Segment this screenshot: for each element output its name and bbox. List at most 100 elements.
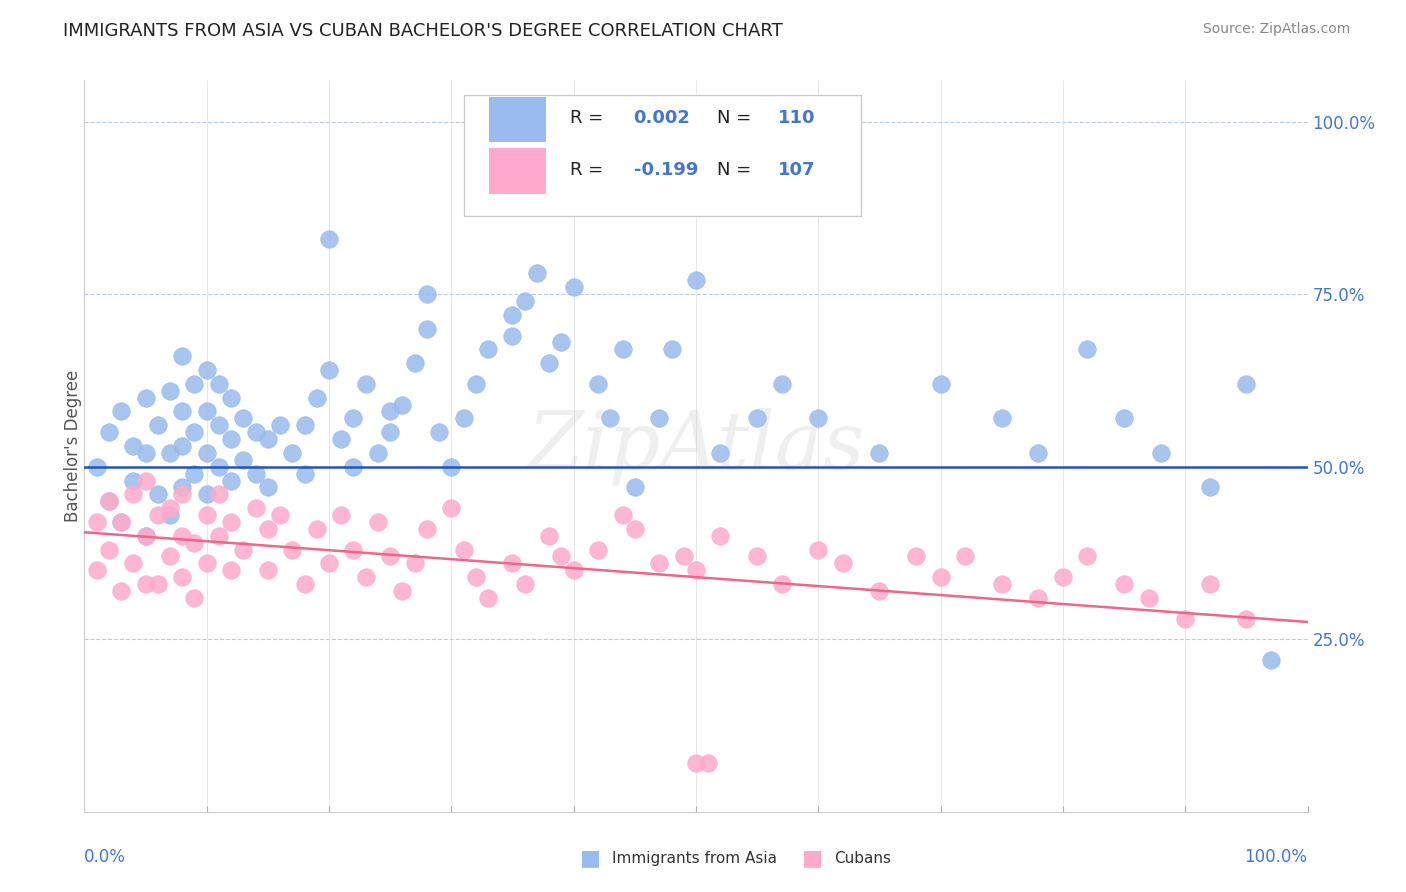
Point bbox=[586, 376, 609, 391]
Point bbox=[183, 535, 205, 549]
Point bbox=[1114, 577, 1136, 591]
Point bbox=[685, 273, 707, 287]
Point bbox=[86, 515, 108, 529]
Point bbox=[172, 439, 194, 453]
Point bbox=[281, 542, 304, 557]
Point bbox=[245, 501, 267, 516]
Point bbox=[172, 480, 194, 494]
Point bbox=[929, 376, 952, 391]
FancyBboxPatch shape bbox=[464, 95, 860, 216]
Point bbox=[135, 391, 157, 405]
Point bbox=[354, 376, 377, 391]
Point bbox=[318, 363, 340, 377]
Point bbox=[195, 487, 218, 501]
Point bbox=[183, 376, 205, 391]
Point bbox=[380, 549, 402, 564]
Point bbox=[269, 418, 291, 433]
Point bbox=[1137, 591, 1160, 605]
Point bbox=[453, 542, 475, 557]
Point bbox=[661, 343, 683, 357]
Point bbox=[294, 418, 316, 433]
Point bbox=[709, 446, 731, 460]
Point bbox=[232, 411, 254, 425]
Point bbox=[404, 356, 426, 370]
Point bbox=[391, 583, 413, 598]
Point bbox=[183, 425, 205, 440]
Point bbox=[330, 432, 353, 446]
Point bbox=[648, 557, 671, 571]
Point bbox=[257, 522, 280, 536]
Point bbox=[342, 542, 364, 557]
Text: 0.0%: 0.0% bbox=[84, 848, 127, 866]
Point bbox=[135, 529, 157, 543]
Point bbox=[208, 487, 231, 501]
Point bbox=[110, 515, 132, 529]
FancyBboxPatch shape bbox=[489, 97, 546, 143]
Point bbox=[110, 404, 132, 418]
Point bbox=[135, 577, 157, 591]
Point bbox=[905, 549, 928, 564]
Text: R =: R = bbox=[569, 161, 609, 179]
Point bbox=[697, 756, 720, 771]
Text: IMMIGRANTS FROM ASIA VS CUBAN BACHELOR'S DEGREE CORRELATION CHART: IMMIGRANTS FROM ASIA VS CUBAN BACHELOR'S… bbox=[63, 22, 783, 40]
Point bbox=[1114, 411, 1136, 425]
Point bbox=[513, 577, 536, 591]
Point bbox=[869, 583, 891, 598]
Point bbox=[807, 411, 830, 425]
Point bbox=[464, 570, 486, 584]
Text: Cubans: Cubans bbox=[834, 851, 891, 865]
Point bbox=[1028, 446, 1050, 460]
Point bbox=[219, 563, 242, 577]
Point bbox=[624, 480, 647, 494]
Point bbox=[1198, 577, 1220, 591]
Point bbox=[208, 529, 231, 543]
Point bbox=[550, 549, 572, 564]
Point bbox=[135, 529, 157, 543]
Point bbox=[464, 376, 486, 391]
Point bbox=[770, 577, 793, 591]
Point bbox=[232, 452, 254, 467]
Text: N =: N = bbox=[717, 109, 756, 127]
Point bbox=[380, 425, 402, 440]
Point bbox=[991, 577, 1014, 591]
Point bbox=[477, 343, 499, 357]
Point bbox=[624, 522, 647, 536]
Point bbox=[159, 508, 181, 522]
Point bbox=[172, 570, 194, 584]
Text: ■: ■ bbox=[581, 848, 600, 868]
Text: 110: 110 bbox=[778, 109, 815, 127]
Point bbox=[97, 494, 120, 508]
Point bbox=[562, 563, 585, 577]
Point bbox=[195, 404, 218, 418]
Point bbox=[97, 425, 120, 440]
Point bbox=[648, 411, 671, 425]
Point bbox=[550, 335, 572, 350]
Point bbox=[342, 411, 364, 425]
Point bbox=[330, 508, 353, 522]
Point bbox=[1028, 591, 1050, 605]
Point bbox=[1198, 480, 1220, 494]
Point bbox=[1236, 376, 1258, 391]
Point bbox=[1076, 343, 1098, 357]
Point bbox=[146, 487, 169, 501]
Point bbox=[953, 549, 976, 564]
Point bbox=[110, 583, 132, 598]
Point bbox=[219, 474, 242, 488]
Point bbox=[159, 501, 181, 516]
Point bbox=[281, 446, 304, 460]
Point bbox=[219, 391, 242, 405]
Point bbox=[146, 577, 169, 591]
Point bbox=[159, 446, 181, 460]
Point bbox=[159, 549, 181, 564]
Text: ■: ■ bbox=[803, 848, 823, 868]
Point bbox=[440, 459, 463, 474]
Point bbox=[146, 508, 169, 522]
Point bbox=[146, 418, 169, 433]
Point bbox=[305, 522, 328, 536]
Point bbox=[172, 404, 194, 418]
Point bbox=[257, 480, 280, 494]
Point bbox=[404, 557, 426, 571]
Text: -0.199: -0.199 bbox=[634, 161, 697, 179]
Point bbox=[526, 267, 548, 281]
Point bbox=[110, 515, 132, 529]
